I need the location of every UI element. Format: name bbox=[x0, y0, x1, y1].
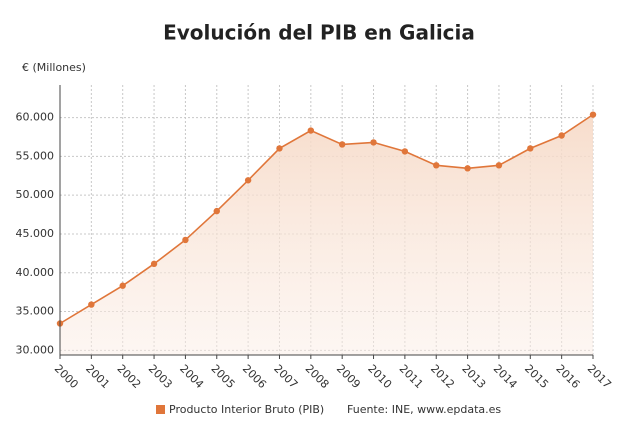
point bbox=[119, 282, 126, 289]
x-tick-label: 2016 bbox=[553, 362, 582, 391]
x-tick-label: 2002 bbox=[114, 362, 143, 391]
point bbox=[182, 236, 189, 244]
y-tick-label: 60.000 bbox=[16, 111, 55, 124]
x-tick-label: 2014 bbox=[491, 362, 520, 391]
chart-title: Evolución del PIB en Galicia bbox=[163, 21, 475, 45]
source: Fuente: INE, www.epdata.es bbox=[347, 403, 501, 416]
point bbox=[495, 162, 503, 169]
y-tick-label: 55.000 bbox=[16, 149, 55, 162]
x-tick-label: 2010 bbox=[365, 362, 394, 391]
point bbox=[244, 177, 252, 184]
point bbox=[213, 207, 220, 215]
point bbox=[589, 111, 597, 118]
x-tick-label: 2013 bbox=[459, 362, 488, 391]
y-tick-label: 30.000 bbox=[16, 343, 55, 356]
y-tick-label: 50.000 bbox=[16, 188, 55, 201]
y-tick-label: 45.000 bbox=[16, 227, 55, 240]
y-axis-label: € (Millones) bbox=[22, 61, 86, 74]
x-tick-label: 2000 bbox=[52, 362, 81, 391]
x-tick-label: 2015 bbox=[522, 362, 551, 391]
point bbox=[401, 148, 409, 155]
legend-swatch bbox=[156, 405, 165, 414]
legend-label: Producto Interior Bruto (PIB) bbox=[169, 403, 324, 416]
y-tick-label: 40.000 bbox=[16, 266, 55, 279]
point bbox=[527, 145, 534, 152]
point bbox=[88, 301, 95, 308]
x-tick-label: 2008 bbox=[303, 362, 332, 391]
point bbox=[558, 132, 565, 139]
x-tick-label: 2011 bbox=[397, 362, 426, 391]
area bbox=[60, 114, 593, 355]
x-tick-label: 2007 bbox=[271, 362, 300, 391]
x-tick-label: 2004 bbox=[177, 362, 206, 391]
point bbox=[464, 165, 471, 172]
x-tick-label: 2006 bbox=[240, 362, 269, 391]
x-tick-label: 2009 bbox=[334, 362, 363, 391]
point bbox=[338, 141, 346, 148]
x-tick-label: 2001 bbox=[83, 362, 112, 391]
point bbox=[433, 162, 440, 169]
x-tick-label: 2005 bbox=[209, 362, 238, 391]
x-tick-label: 2003 bbox=[146, 362, 175, 391]
point bbox=[150, 260, 158, 268]
point bbox=[307, 127, 315, 134]
y-tick-label: 35.000 bbox=[16, 305, 55, 318]
point bbox=[276, 145, 283, 152]
x-tick-label: 2017 bbox=[585, 362, 614, 391]
line bbox=[59, 113, 594, 325]
point bbox=[370, 139, 377, 146]
x-tick-label: 2012 bbox=[428, 362, 457, 391]
